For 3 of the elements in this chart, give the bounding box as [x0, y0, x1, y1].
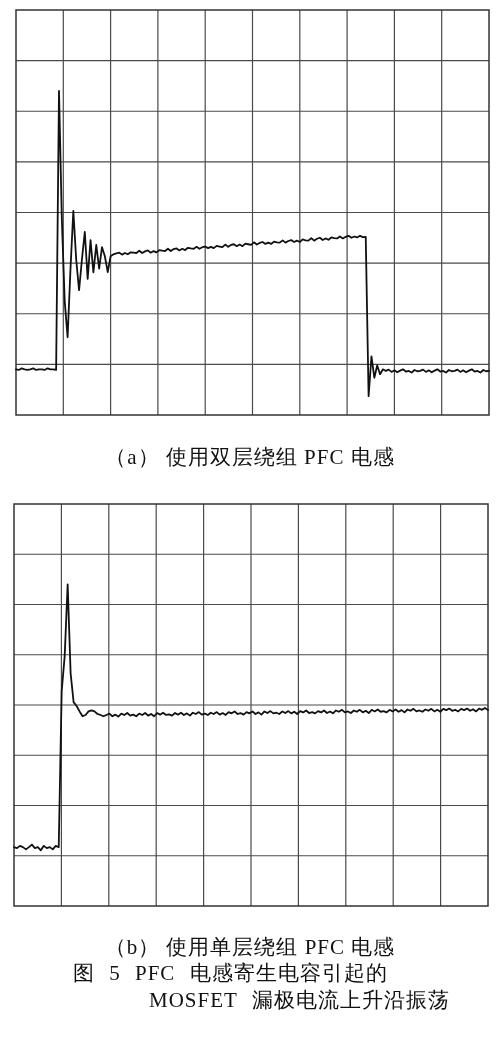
caption: 图 5 PFC 电感寄生电容引起的 MOSFET 漏极电流上升沿振荡 [73, 960, 451, 1014]
text: （a） 使用双层绕组 PFC 电感 [104, 445, 396, 469]
text: （b） 使用单层绕组 PFC 电感 [103, 935, 397, 959]
